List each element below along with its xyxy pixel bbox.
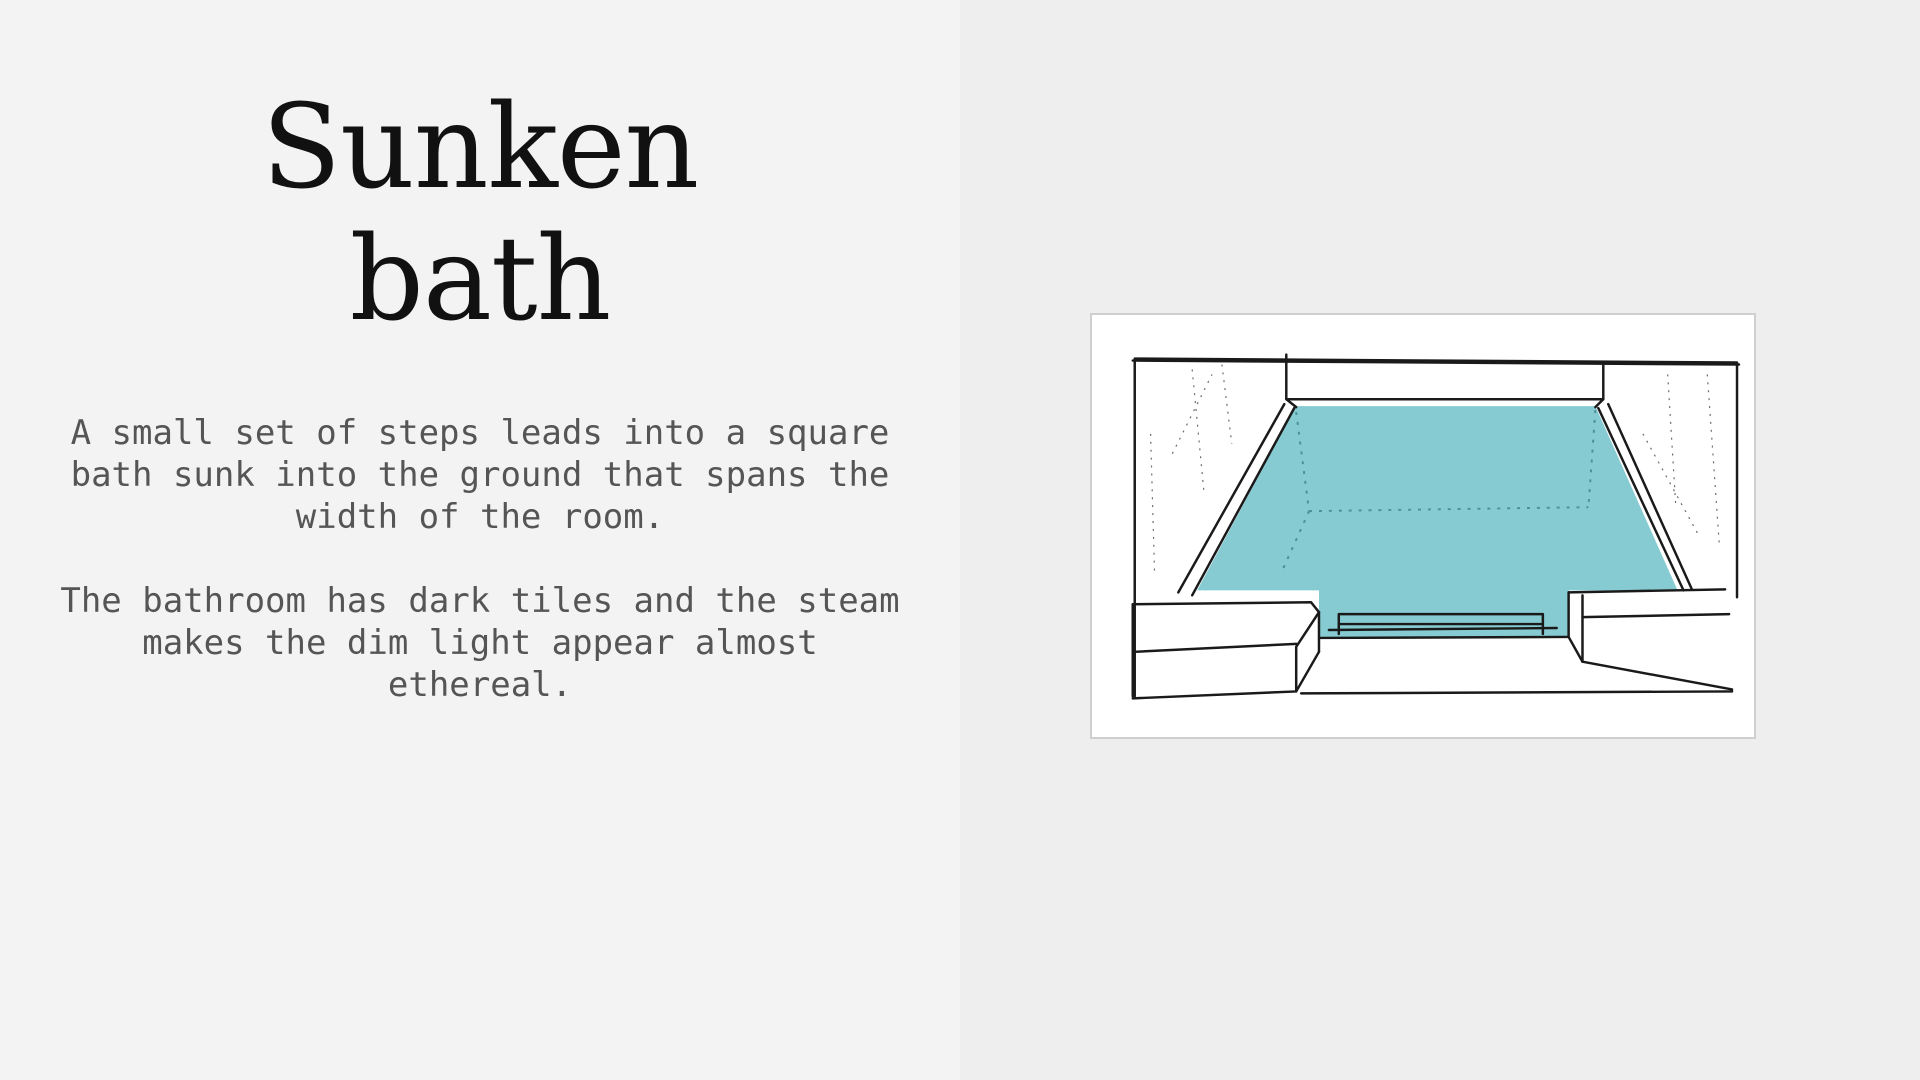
- title-line-2: bath: [349, 212, 612, 347]
- sunken-bath-sketch-image: [1090, 313, 1756, 739]
- description-paragraph-1: A small set of steps leads into a square…: [70, 413, 890, 537]
- water-depth-lines: [1280, 410, 1597, 573]
- description-paragraph-2: The bathroom has dark tiles and the stea…: [60, 581, 900, 705]
- title-line-1: Sunken: [261, 80, 700, 215]
- description: A small set of steps leads into a square…: [40, 412, 920, 748]
- bath-water: [1197, 406, 1678, 637]
- text-panel: Sunken bath A small set of steps leads i…: [0, 81, 960, 748]
- slide-title: Sunken bath: [0, 82, 960, 346]
- sketch-lines: [1131, 353, 1741, 700]
- sketch-texture: [1149, 364, 1720, 573]
- sketch-drawing: [1131, 353, 1741, 700]
